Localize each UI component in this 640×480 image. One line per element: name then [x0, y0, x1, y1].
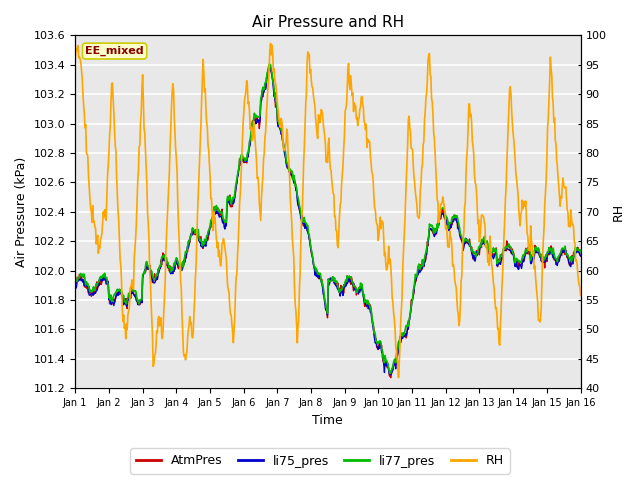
li75_pres — [184, 242, 191, 248]
li77_pres — [577, 250, 584, 255]
X-axis label: Time: Time — [312, 414, 343, 427]
RH — [81, 110, 88, 116]
AtmPres — [184, 249, 191, 254]
Line: AtmPres: AtmPres — [75, 67, 580, 378]
li77_pres — [211, 204, 218, 210]
AtmPres — [211, 210, 218, 216]
li75_pres — [132, 298, 140, 303]
RH — [184, 335, 191, 340]
RH — [132, 221, 140, 227]
li75_pres — [405, 319, 413, 325]
li75_pres — [81, 283, 88, 288]
Line: RH: RH — [75, 43, 580, 378]
AtmPres — [390, 360, 398, 366]
AtmPres — [132, 295, 140, 300]
Title: Air Pressure and RH: Air Pressure and RH — [252, 15, 404, 30]
RH — [395, 375, 403, 381]
li77_pres — [81, 271, 88, 277]
li77_pres — [71, 279, 79, 285]
li77_pres — [266, 61, 274, 67]
li77_pres — [387, 371, 394, 376]
Line: li77_pres: li77_pres — [75, 64, 580, 373]
RH — [390, 309, 397, 315]
li77_pres — [405, 317, 413, 323]
Text: EE_mixed: EE_mixed — [85, 46, 144, 56]
li75_pres — [266, 62, 273, 68]
Line: li75_pres: li75_pres — [75, 65, 580, 375]
li77_pres — [390, 357, 398, 362]
AtmPres — [266, 64, 273, 70]
RH — [71, 55, 79, 61]
li75_pres — [390, 361, 398, 367]
RH — [211, 220, 218, 226]
Legend: AtmPres, li75_pres, li77_pres, RH: AtmPres, li75_pres, li77_pres, RH — [130, 448, 510, 474]
Y-axis label: RH: RH — [612, 203, 625, 221]
AtmPres — [71, 281, 79, 287]
RH — [405, 113, 413, 119]
li75_pres — [577, 253, 584, 259]
RH — [577, 292, 584, 298]
li77_pres — [184, 244, 191, 250]
Y-axis label: Air Pressure (kPa): Air Pressure (kPa) — [15, 156, 28, 267]
AtmPres — [387, 375, 395, 381]
RH — [267, 40, 275, 46]
AtmPres — [81, 284, 88, 289]
AtmPres — [577, 253, 584, 259]
AtmPres — [405, 319, 413, 325]
li75_pres — [71, 283, 79, 289]
li77_pres — [132, 290, 140, 296]
li75_pres — [211, 212, 218, 217]
li75_pres — [387, 372, 394, 378]
